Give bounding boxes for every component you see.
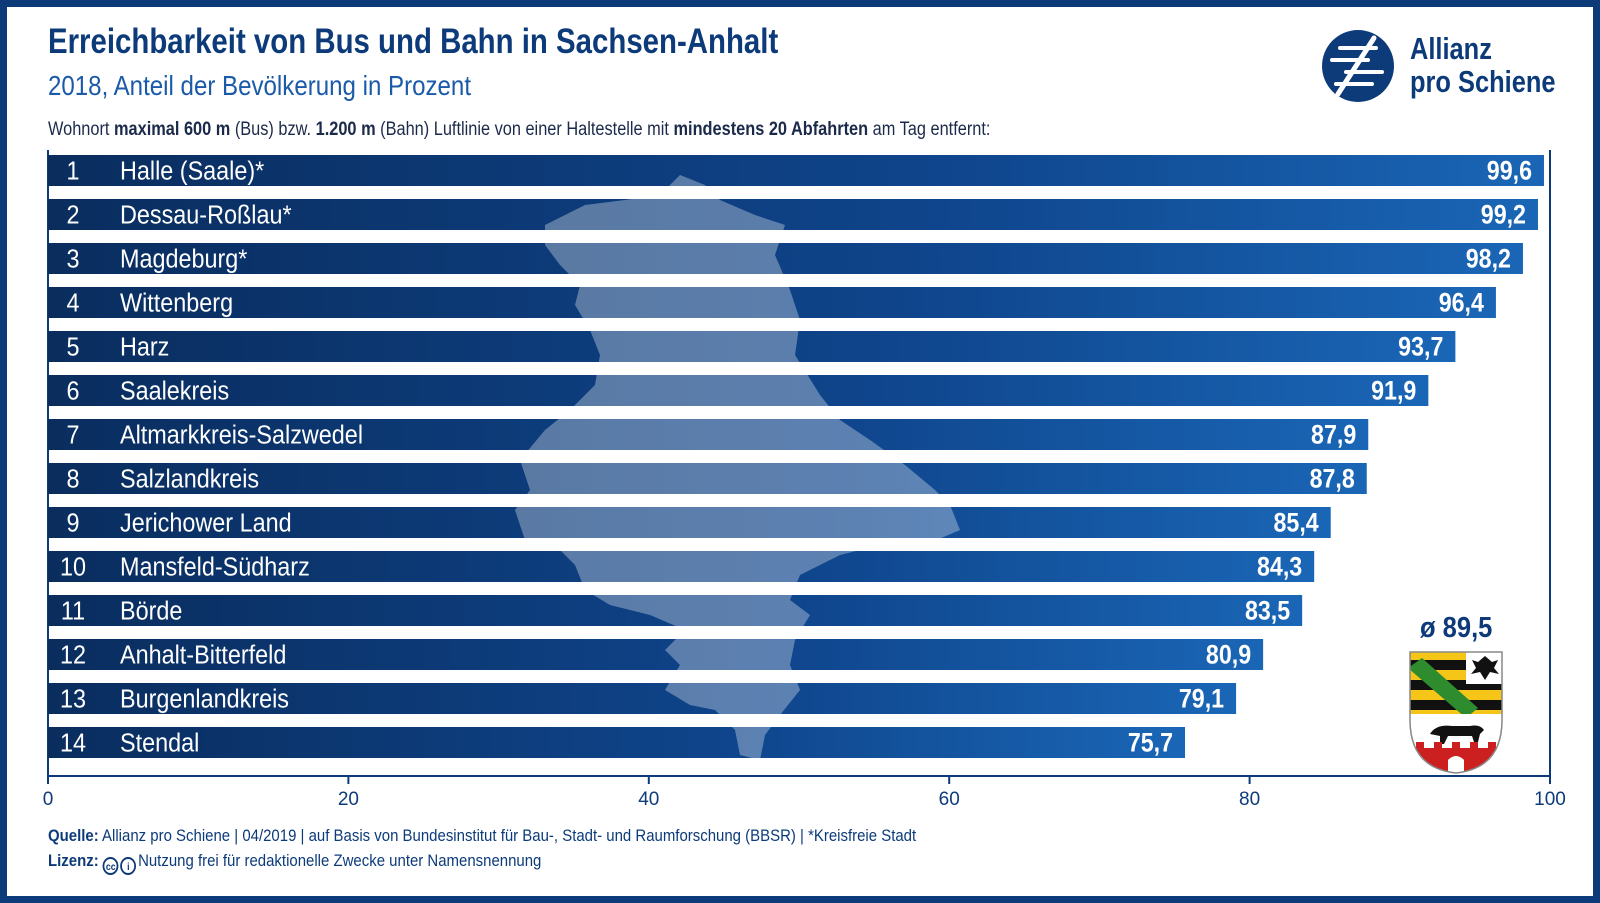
rank-label: 6 <box>66 377 79 405</box>
rank-label: 7 <box>66 421 79 449</box>
category-label: Stendal <box>120 729 199 757</box>
value-label: 93,7 <box>1398 332 1443 362</box>
rank-label: 10 <box>60 553 86 581</box>
chart-footer: Quelle: Allianz pro Schiene | 04/2019 | … <box>48 823 916 875</box>
bar <box>48 243 1523 274</box>
chart-intro: Wohnort maximal 600 m (Bus) bzw. 1.200 m… <box>48 119 990 141</box>
chart-title: Erreichbarkeit von Bus und Bahn in Sachs… <box>48 22 779 61</box>
intro-text: (Bus) bzw. <box>230 119 316 140</box>
category-label: Börde <box>120 597 182 625</box>
license-line: Lizenz: cc i Nutzung frei für redaktionell… <box>48 848 916 875</box>
rank-label: 2 <box>66 201 79 229</box>
value-label: 98,2 <box>1466 244 1511 274</box>
bar <box>48 551 1315 582</box>
rank-label: 13 <box>60 685 86 713</box>
rank-label: 4 <box>66 289 79 317</box>
intro-text: (Bahn) Luftlinie von einer Haltestelle m… <box>375 119 674 140</box>
intro-bold: maximal 600 m <box>114 119 231 140</box>
logo-text: Allianz pro Schiene <box>1410 32 1555 98</box>
value-label: 91,9 <box>1371 376 1416 406</box>
value-label: 87,9 <box>1311 420 1356 450</box>
bar <box>48 375 1429 406</box>
category-label: Saalekreis <box>120 377 229 405</box>
license-label: Lizenz: <box>48 851 99 870</box>
attribution-icon: i <box>120 857 137 875</box>
bar <box>48 419 1369 450</box>
license-text: Nutzung frei für redaktionelle Zwecke un… <box>138 851 542 870</box>
category-label: Salzlandkreis <box>120 465 259 493</box>
value-label: 79,1 <box>1179 684 1224 714</box>
category-label: Halle (Saale)* <box>120 157 265 185</box>
rank-label: 5 <box>66 333 79 361</box>
logo-line-1: Allianz <box>1410 31 1492 66</box>
value-label: 99,2 <box>1481 200 1526 230</box>
x-tick-label: 0 <box>43 789 54 810</box>
bar <box>48 199 1538 230</box>
category-label: Magdeburg* <box>120 245 248 273</box>
category-label: Altmarkkreis-Salzwedel <box>120 421 363 449</box>
rank-label: 8 <box>66 465 79 493</box>
bar <box>48 595 1303 626</box>
bar <box>48 727 1186 758</box>
value-label: 75,7 <box>1128 728 1173 758</box>
value-label: 87,8 <box>1310 464 1355 494</box>
value-label: 83,5 <box>1245 596 1290 626</box>
source-label: Quelle: <box>48 826 99 845</box>
rank-label: 11 <box>61 597 85 625</box>
bar <box>48 507 1331 538</box>
bar <box>48 331 1456 362</box>
average-label: ø 89,5 <box>1420 612 1493 644</box>
cc-icon: cc <box>102 857 119 875</box>
intro-bold: mindestens 20 Abfahrten <box>673 119 869 140</box>
category-label: Wittenberg <box>120 289 233 317</box>
bar <box>48 155 1544 186</box>
x-tick-label: 60 <box>939 789 960 810</box>
intro-bold: 1.200 m <box>315 119 376 140</box>
x-tick-label: 100 <box>1534 789 1566 810</box>
intro-text: Wohnort <box>48 119 115 140</box>
value-label: 85,4 <box>1274 508 1319 538</box>
bar <box>48 683 1237 714</box>
category-label: Jerichower Land <box>120 509 292 537</box>
intro-text: am Tag entfernt: <box>868 119 991 140</box>
rank-label: 9 <box>66 509 79 537</box>
logo-line-2: pro Schiene <box>1410 64 1556 99</box>
value-label: 96,4 <box>1439 288 1484 318</box>
bar <box>48 639 1264 670</box>
x-tick-label: 80 <box>1239 789 1260 810</box>
rank-label: 14 <box>60 729 86 757</box>
category-label: Mansfeld-Südharz <box>120 553 310 581</box>
value-label: 84,3 <box>1257 552 1302 582</box>
chart-subtitle: 2018, Anteil der Bevölkerung in Prozent <box>48 70 472 101</box>
sachsen-anhalt-map-silhouette <box>515 175 960 760</box>
rank-label: 12 <box>60 641 86 669</box>
category-label: Burgenlandkreis <box>120 685 289 713</box>
rank-label: 3 <box>66 245 79 273</box>
sachsen-anhalt-coat-of-arms-icon <box>1409 651 1503 774</box>
bar <box>48 463 1367 494</box>
source-line: Quelle: Allianz pro Schiene | 04/2019 | … <box>48 823 916 848</box>
category-label: Anhalt-Bitterfeld <box>120 641 286 669</box>
category-label: Dessau-Roßlau* <box>120 201 292 229</box>
x-tick-label: 40 <box>638 789 659 810</box>
x-tick-label: 20 <box>338 789 359 810</box>
category-label: Harz <box>120 333 169 361</box>
allianz-pro-schiene-logo-icon <box>1322 30 1394 102</box>
rank-label: 1 <box>66 157 79 185</box>
source-text: Allianz pro Schiene | 04/2019 | auf Basi… <box>102 826 917 845</box>
bar <box>48 287 1496 318</box>
value-label: 80,9 <box>1206 640 1251 670</box>
value-label: 99,6 <box>1487 156 1532 186</box>
